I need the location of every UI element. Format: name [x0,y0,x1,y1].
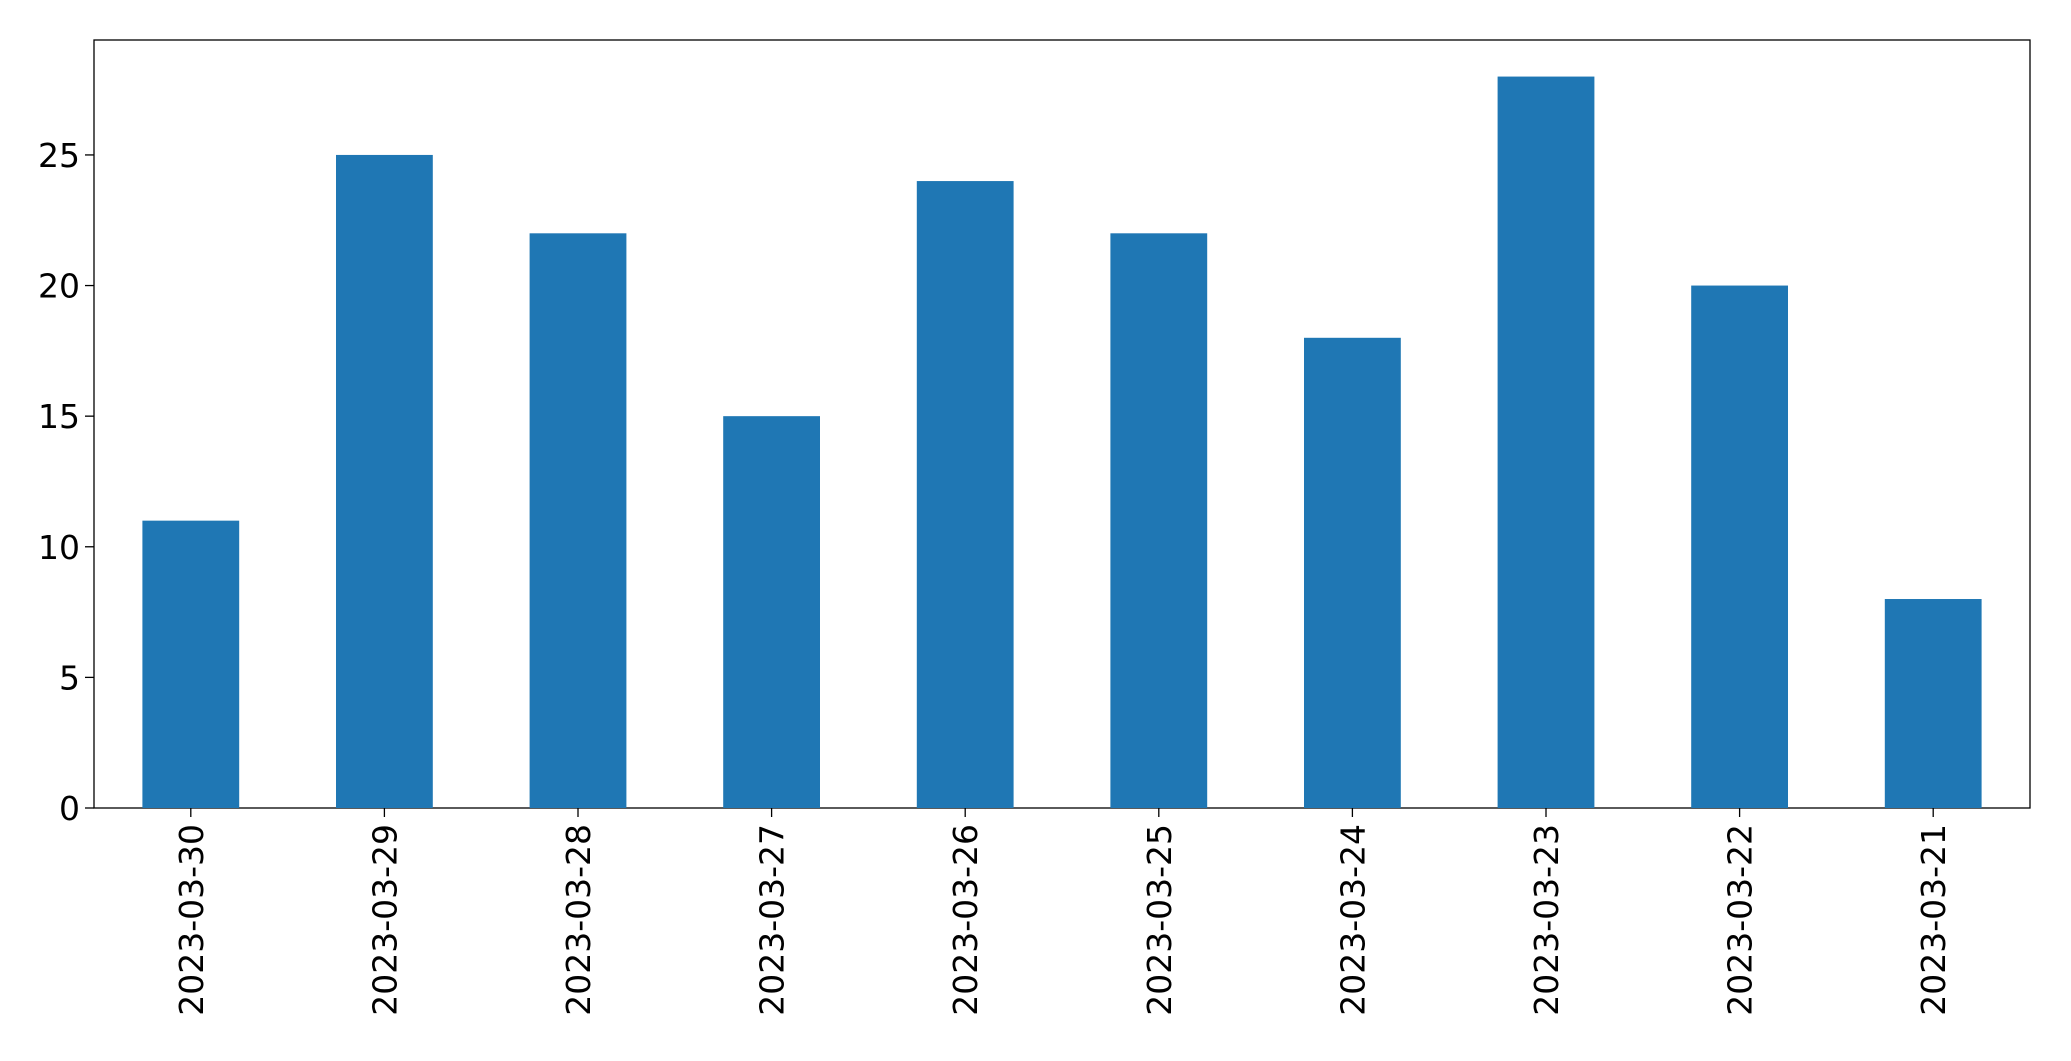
bar [1110,233,1208,808]
x-tick-label: 2023-03-23 [1527,824,1566,1016]
bar [1497,76,1595,809]
y-tick-label: 10 [38,528,80,567]
y-tick-label: 5 [59,658,80,697]
y-tick-label: 25 [38,136,80,175]
x-tick-label: 2023-03-26 [946,824,985,1016]
x-tick-label: 2023-03-24 [1333,824,1372,1016]
bar [336,154,433,808]
x-tick-label: 2023-03-25 [1140,824,1179,1016]
x-tick-label: 2023-03-30 [172,824,211,1016]
x-tick-label: 2023-03-27 [753,824,792,1016]
plot-frame [93,39,2031,809]
y-tick-label: 20 [38,267,80,306]
y-tick-label: 0 [59,789,80,828]
bar [1884,599,1982,808]
bar [142,520,240,808]
bar [723,416,820,808]
x-tick-label: 2023-03-21 [1914,824,1953,1016]
x-tick-label: 2023-03-28 [559,824,598,1016]
bar [529,233,627,808]
bar [1304,337,1401,808]
x-tick-label: 2023-03-29 [365,824,404,1016]
x-tick-label: 2023-03-22 [1721,824,1760,1016]
y-tick-label: 15 [38,397,80,436]
bar [1691,285,1788,808]
bar [916,181,1014,808]
